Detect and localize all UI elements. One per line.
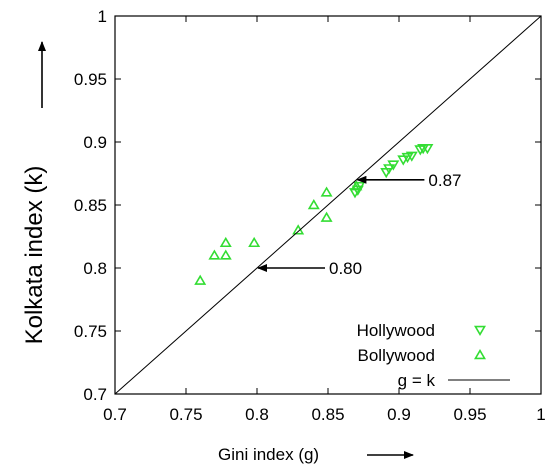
bollywood-point [219, 249, 232, 260]
x-tick-label: 0.85 [311, 405, 344, 424]
y-tick-label: 0.95 [74, 70, 107, 89]
x-tick-label: 0.9 [387, 405, 411, 424]
legend-label: g = k [398, 371, 436, 390]
x-tick-label: 1 [536, 405, 545, 424]
bollywood-point [208, 249, 221, 260]
y-tick-label: 0.8 [83, 259, 107, 278]
y-tick-label: 0.75 [74, 322, 107, 341]
bollywood-point [194, 274, 207, 285]
bollywood-point [307, 199, 320, 210]
legend-label: Bollywood [358, 346, 436, 365]
hollywood-point [421, 144, 434, 155]
x-tick-label: 0.8 [245, 405, 269, 424]
bollywood-point [219, 236, 232, 248]
bollywood-point [292, 224, 305, 235]
plot-marks [114, 15, 542, 395]
annotation-label: 0.80 [329, 259, 362, 278]
x-tick-label: 0.7 [103, 405, 127, 424]
y-tick-label: 1 [98, 7, 107, 26]
annotation-label: 0.87 [428, 171, 461, 190]
x-axis-ticks: 0.7 0.75 0.8 0.85 0.9 0.95 1 [103, 16, 546, 424]
legend: Hollywood Bollywood g = k [357, 321, 510, 390]
y-axis-title: Kolkata index (k) [21, 166, 48, 345]
y-axis-ticks: 0.7 0.75 0.8 0.85 0.9 0.95 1 [74, 7, 541, 404]
hollywood-point [397, 155, 410, 166]
legend-marker-key [474, 325, 486, 336]
x-tick-label: 0.75 [169, 405, 202, 424]
x-axis-title: Gini index (g) [218, 445, 319, 464]
bollywood-point [248, 236, 261, 248]
legend-marker-key [474, 349, 486, 360]
annotations: 0.87 0.80 [257, 171, 461, 278]
bollywood-point [350, 180, 363, 191]
hollywood-point [387, 160, 400, 171]
x-tick-label: 0.95 [453, 405, 486, 424]
y-tick-label: 0.7 [83, 385, 107, 404]
legend-label: Hollywood [357, 321, 435, 340]
bollywood-point [320, 186, 333, 197]
diagonal-line-g-equals-k [114, 15, 542, 395]
y-tick-label: 0.85 [74, 196, 107, 215]
hollywood-point [383, 164, 396, 175]
hollywood-point [414, 145, 427, 156]
y-tick-label: 0.9 [83, 133, 107, 152]
bollywood-point [320, 211, 333, 222]
hollywood-point [405, 151, 418, 162]
